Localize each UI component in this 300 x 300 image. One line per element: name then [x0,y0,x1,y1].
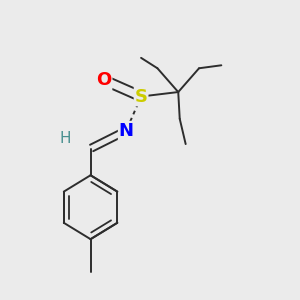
Text: S: S [135,88,148,106]
Text: N: N [119,122,134,140]
Text: H: H [59,130,71,146]
Text: O: O [96,71,112,89]
